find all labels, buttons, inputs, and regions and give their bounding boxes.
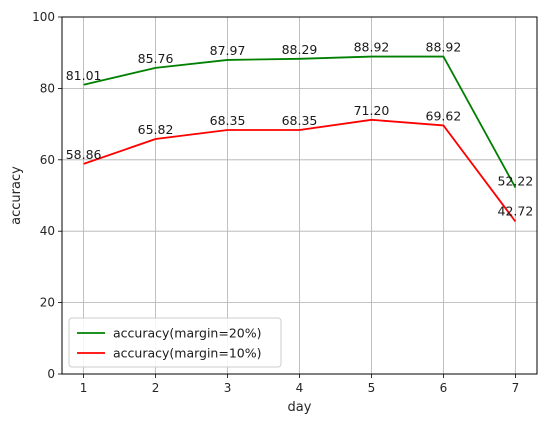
data-label: 85.76	[138, 51, 174, 66]
y-tick-label: 80	[40, 81, 55, 95]
x-tick-label: 7	[512, 381, 520, 395]
y-tick-label: 20	[40, 296, 55, 310]
x-axis-label: day	[288, 400, 312, 415]
data-label: 65.82	[138, 122, 174, 137]
data-label: 42.72	[498, 203, 534, 218]
y-tick-label: 60	[40, 153, 55, 167]
data-label: 81.01	[66, 68, 102, 83]
data-labels: 81.01 85.76 87.97 88.29 88.92 88.92 52.22 58.86…	[66, 40, 534, 219]
x-tick-label: 2	[152, 381, 160, 395]
legend: accuracy(margin=20%) accuracy(margin=10%)	[68, 317, 282, 368]
legend-box	[68, 317, 282, 368]
data-label: 88.92	[426, 40, 462, 55]
x-tick-label: 4	[296, 381, 304, 395]
y-tick-label: 100	[32, 10, 55, 24]
x-tick-label: 3	[224, 381, 232, 395]
y-tick-label: 0	[47, 367, 55, 381]
data-label: 88.92	[354, 40, 390, 55]
grid	[62, 17, 537, 374]
data-label: 68.35	[210, 113, 246, 128]
data-label: 69.62	[426, 108, 462, 123]
legend-entry: accuracy(margin=20%)	[113, 326, 262, 341]
data-label: 88.29	[282, 42, 318, 57]
data-label: 58.86	[66, 147, 102, 162]
x-tick-label: 1	[80, 381, 88, 395]
x-tick-label: 5	[368, 381, 376, 395]
x-tick-label: 6	[440, 381, 448, 395]
y-axis-label: accuracy	[9, 166, 24, 225]
legend-entry: accuracy(margin=10%)	[113, 346, 262, 361]
y-tick-label: 40	[40, 224, 55, 238]
data-label: 52.22	[498, 174, 534, 189]
data-label: 87.97	[210, 43, 246, 58]
axis-ticks: 1 2 3 4 5 6 7 0 20 40 60 80 100	[32, 10, 519, 395]
series-lines	[83, 55, 517, 223]
data-label: 68.35	[282, 113, 318, 128]
data-label: 71.20	[354, 103, 390, 118]
